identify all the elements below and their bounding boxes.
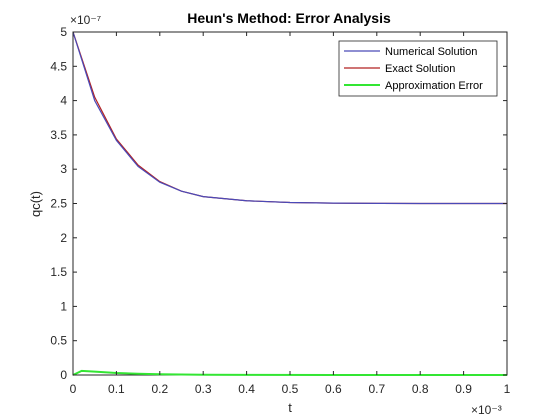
y-tick-label: 4.5 bbox=[50, 59, 67, 73]
y-tick-label: 2.5 bbox=[50, 197, 67, 211]
legend-label-exact: Exact Solution bbox=[385, 63, 455, 75]
y-tick-label: 2 bbox=[60, 231, 67, 245]
x-exponent-label: ×10⁻³ bbox=[471, 403, 502, 417]
x-tick-label: 0.9 bbox=[455, 382, 472, 396]
y-tick-label: 5 bbox=[60, 25, 67, 39]
x-tick-label: 0.8 bbox=[412, 382, 429, 396]
y-tick-label: 1 bbox=[60, 299, 67, 313]
x-tick-label: 0.2 bbox=[151, 382, 168, 396]
x-tick-label: 1 bbox=[504, 382, 511, 396]
y-tick-label: 0 bbox=[60, 368, 67, 382]
x-tick-label: 0.5 bbox=[282, 382, 299, 396]
x-tick-label: 0 bbox=[70, 382, 77, 396]
x-tick-label: 0.3 bbox=[195, 382, 212, 396]
tick-layer: 0 0.1 0.2 0.3 0.4 0.5 0.6 0.7 0.8 0.9 1 0 0.5 1 1.5 2 2.… bbox=[50, 25, 510, 396]
y-tick-label: 3 bbox=[60, 162, 67, 176]
x-tick-label: 0.1 bbox=[108, 382, 125, 396]
y-tick-label: 1.5 bbox=[50, 265, 67, 279]
legend: Numerical Solution Exact Solution Approx… bbox=[338, 40, 498, 97]
legend-label-error: Approximation Error bbox=[385, 80, 483, 92]
series-line-numerical-solution bbox=[72, 31, 507, 205]
y-exponent-label: ×10⁻⁷ bbox=[70, 13, 101, 27]
chart-title: Heun's Method: Error Analysis bbox=[187, 10, 391, 26]
x-axis-label: t bbox=[288, 400, 292, 415]
y-tick-label: 4 bbox=[60, 94, 67, 108]
legend-label-numerical: Numerical Solution bbox=[385, 46, 477, 58]
x-tick-label: 0.6 bbox=[325, 382, 342, 396]
y-tick-label: 3.5 bbox=[50, 128, 67, 142]
x-tick-label: 0.7 bbox=[368, 382, 385, 396]
y-axis-label: qc(t) bbox=[28, 191, 43, 217]
x-tick-label: 0.4 bbox=[238, 382, 255, 396]
y-tick-label: 0.5 bbox=[50, 334, 67, 348]
